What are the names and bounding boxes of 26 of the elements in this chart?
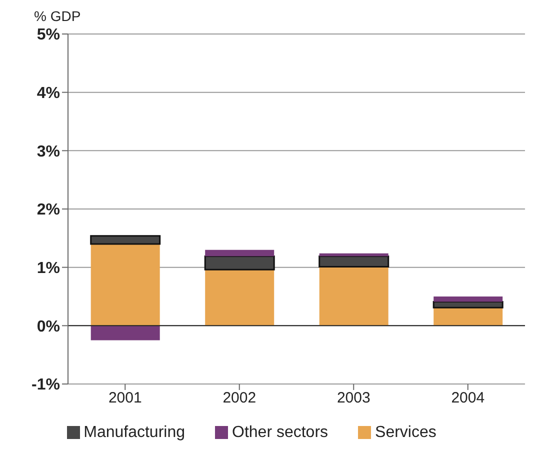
y-tick-label: 3% bbox=[36, 143, 60, 160]
bar bbox=[204, 256, 275, 270]
legend-label: Manufacturing bbox=[84, 424, 185, 441]
legend-label: Other sectors bbox=[232, 424, 328, 441]
y-tick-label: -1% bbox=[32, 376, 60, 394]
y-tick-label: 4% bbox=[36, 85, 60, 102]
bar bbox=[434, 296, 503, 302]
y-tick-label: 5% bbox=[36, 26, 60, 44]
bar bbox=[319, 253, 388, 256]
bar bbox=[205, 250, 274, 256]
x-tick-label: 2003 bbox=[336, 390, 370, 407]
bar bbox=[90, 235, 161, 245]
bar bbox=[434, 308, 503, 326]
bar bbox=[205, 270, 274, 326]
bar bbox=[90, 326, 160, 340]
y-tick-label: 2% bbox=[36, 202, 60, 219]
bar bbox=[90, 244, 160, 326]
legend-label: Services bbox=[375, 424, 436, 441]
y-tick-label: 1% bbox=[36, 260, 60, 278]
x-tick-label: 2001 bbox=[108, 390, 142, 407]
bar bbox=[318, 256, 390, 268]
y-axis-title: % GDP bbox=[34, 8, 81, 24]
x-tick-label: 2002 bbox=[222, 390, 256, 407]
bar bbox=[319, 266, 388, 326]
x-tick-label: 2004 bbox=[451, 390, 485, 407]
y-tick-label: 0% bbox=[36, 318, 60, 336]
